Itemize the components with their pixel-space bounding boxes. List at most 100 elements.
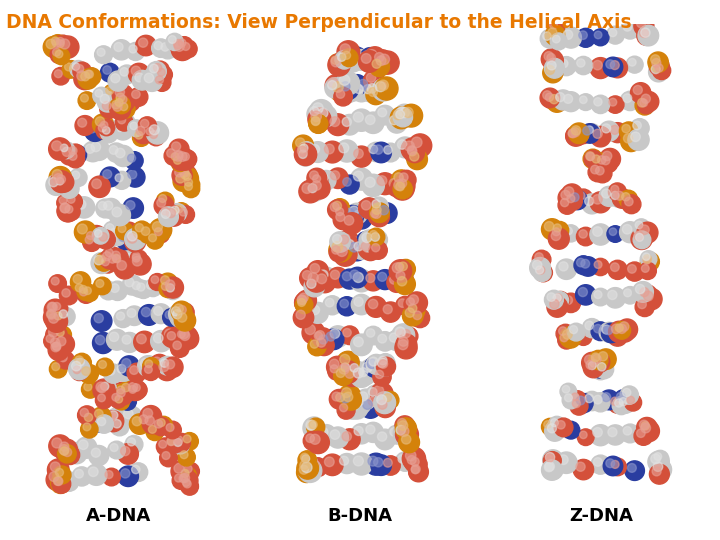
Circle shape — [590, 356, 611, 377]
Circle shape — [300, 453, 317, 470]
Circle shape — [312, 181, 321, 190]
Circle shape — [122, 382, 140, 399]
Circle shape — [83, 423, 91, 431]
Circle shape — [108, 441, 125, 459]
Circle shape — [396, 259, 415, 279]
Circle shape — [548, 28, 557, 37]
Circle shape — [364, 81, 385, 102]
Circle shape — [590, 165, 599, 174]
Circle shape — [308, 273, 318, 283]
Circle shape — [544, 58, 564, 78]
Circle shape — [141, 227, 150, 235]
Circle shape — [117, 364, 126, 373]
Circle shape — [351, 109, 372, 131]
Circle shape — [112, 100, 120, 109]
Circle shape — [400, 327, 418, 345]
Circle shape — [296, 310, 305, 319]
Circle shape — [78, 440, 88, 449]
Circle shape — [310, 171, 318, 180]
Circle shape — [145, 360, 153, 368]
Circle shape — [99, 233, 107, 241]
Circle shape — [375, 397, 395, 417]
Circle shape — [307, 431, 329, 454]
Circle shape — [179, 167, 189, 177]
Circle shape — [109, 98, 127, 117]
Circle shape — [575, 56, 593, 75]
Circle shape — [599, 154, 618, 173]
Circle shape — [575, 285, 596, 305]
Circle shape — [319, 335, 328, 344]
Circle shape — [540, 29, 559, 48]
Circle shape — [359, 368, 368, 377]
Circle shape — [83, 233, 101, 252]
Circle shape — [96, 280, 104, 287]
Circle shape — [547, 296, 567, 317]
Circle shape — [129, 463, 148, 482]
Circle shape — [120, 254, 139, 273]
Circle shape — [52, 309, 69, 327]
Circle shape — [78, 92, 96, 110]
Circle shape — [127, 438, 135, 446]
Circle shape — [633, 85, 642, 94]
Circle shape — [562, 225, 580, 242]
Circle shape — [130, 250, 147, 267]
Circle shape — [163, 206, 184, 226]
Circle shape — [333, 242, 357, 266]
Circle shape — [130, 414, 150, 434]
Circle shape — [311, 117, 320, 125]
Circle shape — [582, 319, 601, 338]
Circle shape — [306, 434, 315, 442]
Circle shape — [395, 327, 405, 337]
Circle shape — [120, 447, 130, 456]
Circle shape — [615, 191, 624, 200]
Circle shape — [117, 94, 125, 103]
Circle shape — [583, 124, 600, 141]
Circle shape — [181, 477, 199, 495]
Circle shape — [364, 326, 382, 345]
Circle shape — [53, 342, 61, 350]
Circle shape — [312, 103, 323, 113]
Circle shape — [112, 382, 130, 400]
Circle shape — [548, 416, 566, 434]
Circle shape — [178, 167, 198, 187]
Circle shape — [333, 390, 353, 410]
Circle shape — [371, 210, 379, 218]
Circle shape — [131, 66, 140, 76]
Circle shape — [157, 198, 166, 207]
Circle shape — [297, 457, 318, 479]
Circle shape — [578, 287, 588, 296]
Circle shape — [561, 293, 580, 313]
Circle shape — [397, 107, 406, 116]
Circle shape — [328, 267, 348, 288]
Circle shape — [109, 146, 118, 154]
Circle shape — [146, 423, 163, 441]
Circle shape — [106, 253, 124, 271]
Circle shape — [117, 100, 135, 118]
Circle shape — [325, 78, 345, 98]
Circle shape — [119, 233, 127, 241]
Circle shape — [171, 461, 193, 482]
Circle shape — [156, 192, 174, 210]
Circle shape — [79, 286, 87, 293]
Circle shape — [633, 121, 642, 130]
Circle shape — [649, 62, 668, 82]
Circle shape — [601, 156, 610, 165]
Circle shape — [655, 64, 663, 72]
Circle shape — [125, 306, 144, 326]
Circle shape — [298, 145, 306, 153]
Circle shape — [106, 414, 115, 423]
Circle shape — [354, 171, 364, 181]
Circle shape — [123, 383, 132, 393]
Circle shape — [403, 107, 413, 118]
Circle shape — [616, 393, 625, 401]
Circle shape — [338, 398, 357, 417]
Circle shape — [56, 178, 63, 185]
Circle shape — [155, 416, 172, 434]
Circle shape — [372, 200, 380, 208]
Circle shape — [331, 57, 341, 67]
Circle shape — [66, 443, 87, 464]
Circle shape — [132, 465, 140, 474]
Circle shape — [297, 462, 317, 483]
Circle shape — [117, 312, 125, 320]
Circle shape — [545, 462, 554, 471]
